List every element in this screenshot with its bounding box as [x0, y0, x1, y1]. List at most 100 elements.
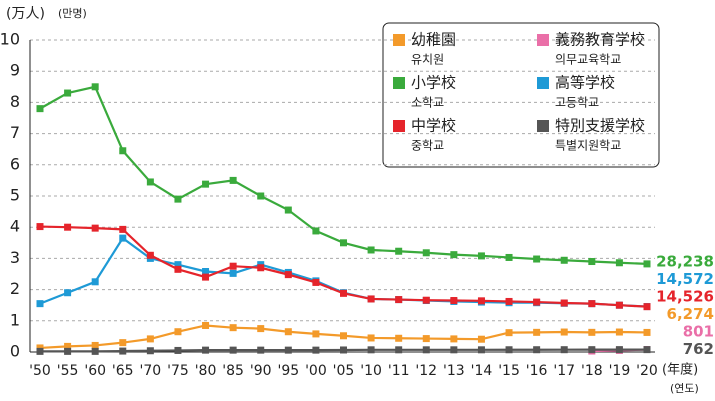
point-marker	[146, 347, 154, 355]
point-marker	[312, 278, 320, 286]
point-marker	[422, 296, 430, 304]
legend-sublabel: 의무교육학교	[555, 53, 621, 67]
point-marker	[450, 251, 458, 259]
point-marker	[588, 258, 596, 266]
x-tick-label: '50	[29, 363, 51, 379]
legend-sublabel: 유치원	[411, 53, 444, 67]
point-marker	[91, 341, 99, 349]
point-marker	[64, 89, 72, 97]
legend-sublabel: 소학교	[411, 96, 444, 110]
x-tick-label: '70	[140, 363, 162, 379]
point-marker	[477, 346, 485, 354]
legend-sublabel: 고등학교	[555, 96, 599, 110]
point-marker	[643, 260, 651, 268]
x-tick-label: '17	[553, 363, 575, 379]
point-marker	[64, 342, 72, 350]
point-marker	[450, 335, 458, 343]
point-marker	[174, 328, 182, 336]
point-marker	[229, 324, 237, 332]
point-marker	[284, 271, 292, 279]
point-marker	[91, 83, 99, 91]
x-tick-label: '18	[581, 363, 603, 379]
point-marker	[340, 289, 347, 297]
point-marker	[229, 269, 237, 277]
legend-swatch	[393, 120, 405, 132]
legend-box	[382, 22, 660, 168]
x-tick-label: '60	[84, 363, 106, 379]
x-tick-label: '10	[360, 363, 382, 379]
point-marker	[533, 298, 541, 306]
point-marker	[367, 246, 375, 254]
x-tick-label: '65	[112, 363, 134, 379]
point-marker	[257, 346, 265, 354]
y-tick-label: 4	[10, 217, 20, 236]
y-tick-label: 5	[10, 186, 20, 205]
point-marker	[36, 347, 44, 355]
point-marker	[643, 346, 651, 354]
x-axis-label-sub: (연도)	[670, 382, 699, 395]
point-marker	[257, 325, 265, 333]
point-marker	[119, 339, 127, 347]
end-value-label: 6,274	[667, 305, 714, 323]
point-marker	[395, 346, 403, 354]
point-marker	[64, 223, 72, 231]
y-tick-label: 8	[10, 92, 20, 111]
point-marker	[284, 206, 292, 214]
point-marker	[146, 335, 154, 343]
point-marker	[174, 195, 182, 203]
legend-swatch	[537, 34, 549, 46]
point-marker	[450, 297, 458, 305]
legend-label: 特別支援学校	[555, 117, 645, 135]
y-tick-label: 1	[10, 310, 20, 329]
point-marker	[588, 300, 596, 308]
point-marker	[174, 261, 182, 269]
point-marker	[422, 335, 430, 343]
y-tick-label: 6	[10, 154, 20, 173]
point-marker	[615, 328, 623, 336]
point-marker	[91, 224, 99, 232]
point-marker	[312, 346, 320, 354]
point-marker	[560, 256, 568, 264]
point-marker	[312, 330, 320, 338]
point-marker	[450, 346, 458, 354]
point-marker	[615, 346, 623, 354]
point-marker	[284, 346, 292, 354]
point-marker	[257, 264, 265, 272]
point-marker	[533, 255, 541, 263]
y-tick-label: 10	[0, 30, 20, 49]
point-marker	[229, 176, 237, 184]
legend-swatch	[537, 120, 549, 132]
point-marker	[505, 253, 513, 261]
point-marker	[560, 299, 568, 307]
point-marker	[312, 227, 320, 235]
y-tick-label: 9	[10, 61, 20, 80]
legend-swatch	[537, 77, 549, 89]
point-marker	[588, 346, 596, 354]
point-marker	[340, 346, 347, 354]
end-value-label: 14,572	[656, 270, 714, 288]
x-tick-label: '20	[636, 363, 658, 379]
point-marker	[367, 346, 375, 354]
point-marker	[533, 346, 541, 354]
point-marker	[146, 251, 154, 259]
legend-swatch	[393, 77, 405, 89]
point-marker	[284, 328, 292, 336]
point-marker	[119, 225, 127, 233]
end-value-label: 28,238	[656, 253, 714, 271]
point-marker	[36, 223, 44, 231]
point-marker	[367, 334, 375, 342]
point-marker	[615, 301, 623, 309]
legend-label: 小学校	[411, 74, 456, 92]
point-marker	[505, 329, 513, 337]
point-marker	[505, 297, 513, 305]
legend-label: 幼稚園	[411, 31, 456, 49]
point-marker	[340, 332, 347, 340]
y-axis-label-sub: (만명)	[58, 7, 87, 20]
x-tick-label: '11	[388, 363, 410, 379]
point-marker	[477, 252, 485, 260]
x-tick-label: '14	[471, 363, 493, 379]
point-marker	[477, 335, 485, 343]
point-marker	[422, 249, 430, 257]
point-marker	[64, 347, 72, 355]
